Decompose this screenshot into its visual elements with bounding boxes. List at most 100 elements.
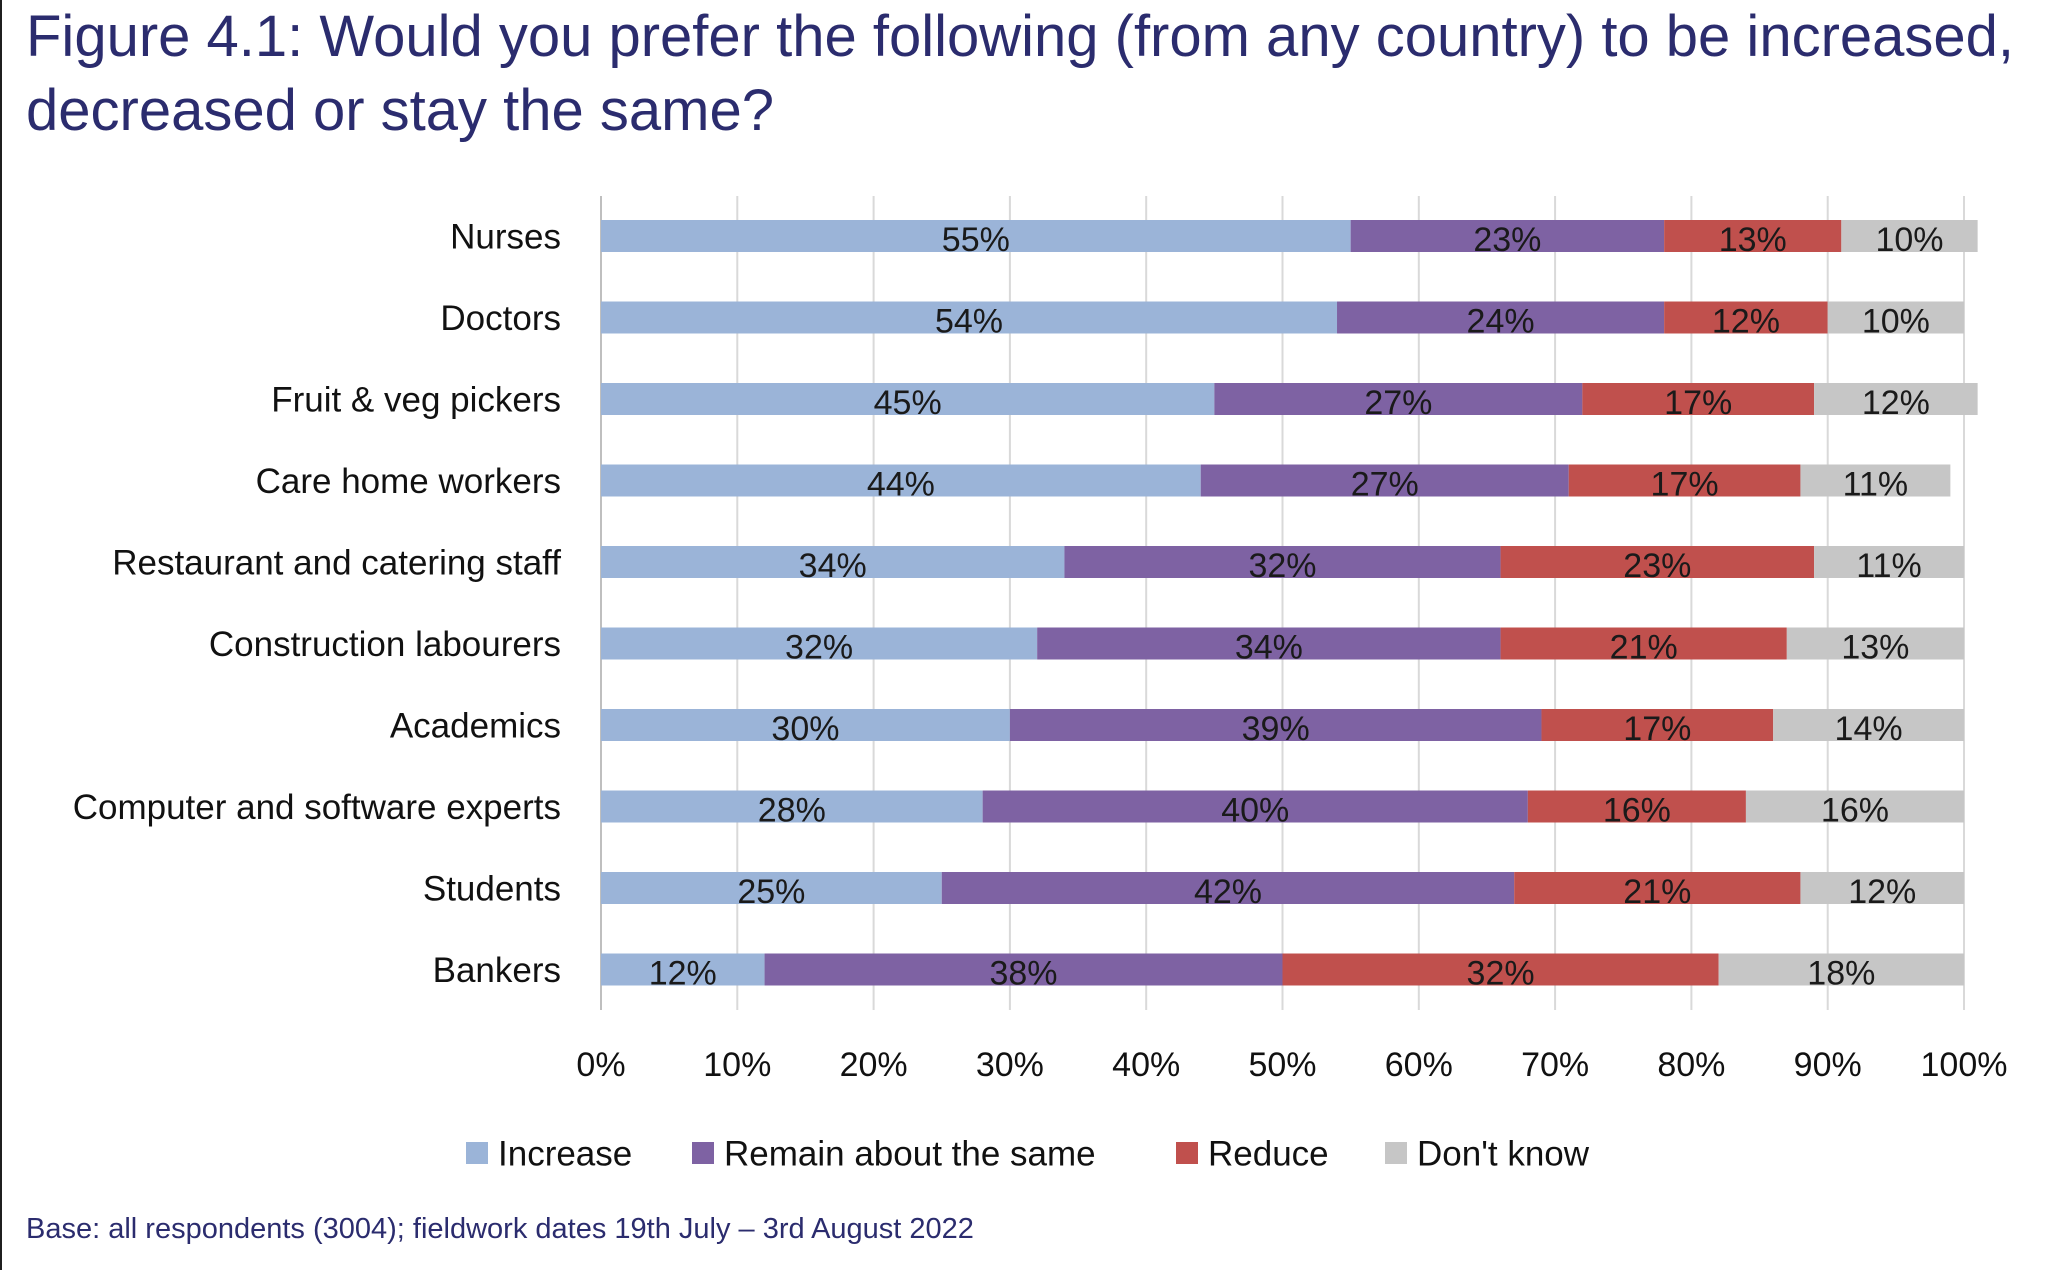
- bar-segment: [1500, 627, 1787, 660]
- left-border-rule: [0, 0, 2, 1270]
- bar-segment: [1541, 709, 1774, 741]
- bars: [601, 220, 1978, 986]
- category-label: Bankers: [433, 951, 561, 990]
- category-label: Doctors: [440, 299, 561, 338]
- bar-segment: [1773, 709, 1964, 741]
- bar-segment: [1514, 872, 1801, 904]
- bar-segment: [601, 872, 942, 904]
- bar-data-label: 12%: [1712, 303, 1780, 341]
- bar-segment: [1200, 464, 1569, 497]
- bar-data-label: 14%: [1835, 710, 1903, 748]
- category-label: Restaurant and catering staff: [112, 544, 561, 583]
- bar-data-label: 12%: [649, 955, 717, 993]
- bar-data-label: 42%: [1194, 873, 1262, 911]
- x-tick-label: 100%: [1921, 1046, 2008, 1084]
- bar-segment: [601, 627, 1038, 660]
- bar-segment: [601, 383, 1215, 415]
- bar-data-label: 16%: [1603, 792, 1671, 830]
- category-label: Computer and software experts: [73, 788, 561, 827]
- legend-label: Remain about the same: [724, 1135, 1096, 1174]
- bar-data-label: 24%: [1467, 303, 1535, 341]
- bar-segment: [1582, 383, 1815, 415]
- x-axis-ticks: 0% 10% 20% 30% 40% 50% 60% 70% 80% 90% 100%: [576, 1046, 2007, 1084]
- bar-segment: [601, 464, 1201, 497]
- bar-data-label: 39%: [1242, 710, 1310, 748]
- bar-segment: [1527, 790, 1746, 823]
- bar-data-label: 13%: [1719, 221, 1787, 259]
- bar-segment: [941, 872, 1515, 904]
- bar-data-label: 11%: [1856, 547, 1922, 585]
- bar-data-label: 32%: [1248, 547, 1316, 585]
- bar-data-label: 55%: [942, 221, 1010, 259]
- legend-swatch: [466, 1142, 488, 1164]
- x-tick-label: 80%: [1657, 1046, 1725, 1084]
- x-tick-label: 90%: [1794, 1046, 1862, 1084]
- legend-label: Don't know: [1417, 1135, 1590, 1174]
- bar-data-label: 38%: [989, 955, 1057, 993]
- legend-label: Reduce: [1208, 1135, 1329, 1174]
- footnote: Base: all respondents (3004); fieldwork …: [26, 1213, 974, 1245]
- bar-segment: [764, 953, 1283, 986]
- bar-data-label: 12%: [1848, 873, 1916, 911]
- bar-segment: [1282, 953, 1719, 986]
- bar-data-label: 23%: [1473, 221, 1541, 259]
- legend-swatch: [1176, 1142, 1198, 1164]
- legend: Increase Remain about the same Reduce Don't…: [466, 1135, 1590, 1174]
- bar-segment: [1037, 627, 1501, 660]
- bar-segment: [1718, 953, 1964, 986]
- x-tick-label: 40%: [1112, 1046, 1180, 1084]
- bar-segment: [1827, 301, 1964, 334]
- legend-swatch: [1385, 1142, 1407, 1164]
- bar-data-label: 45%: [874, 384, 942, 422]
- bar-segment: [1064, 546, 1501, 578]
- bar-data-label: 54%: [935, 303, 1003, 341]
- category-labels: Nurses Doctors Fruit & veg pickers Care hom…: [73, 218, 562, 991]
- bar-data-label: 17%: [1623, 710, 1691, 748]
- bar-segment: [982, 790, 1528, 823]
- bar-segment: [601, 953, 765, 986]
- category-label: Students: [423, 870, 561, 909]
- category-label: Construction labourers: [209, 625, 561, 664]
- bar-segment: [1500, 546, 1815, 578]
- bar-segment: [1786, 627, 1964, 660]
- bar-data-label: 32%: [1467, 955, 1535, 993]
- figure-title: Figure 4.1: Would you prefer the followi…: [26, 4, 2015, 143]
- bar-segment: [601, 709, 1010, 741]
- category-label: Academics: [390, 707, 561, 746]
- bar-data-label: 25%: [737, 873, 805, 911]
- bar-data-label: 10%: [1875, 221, 1943, 259]
- bar-segment: [1800, 872, 1964, 904]
- x-tick-label: 50%: [1248, 1046, 1316, 1084]
- bar-data-label: 34%: [799, 547, 867, 585]
- bar-data-label: 27%: [1351, 466, 1419, 504]
- bar-labels: 55% 23% 13% 10% 54% 24% 12% 10% 45% 27% 17% 12% 44% 2…: [649, 221, 1944, 993]
- bar-data-label: 16%: [1821, 792, 1889, 830]
- bar-segment: [1814, 383, 1978, 415]
- bar-data-label: 11%: [1843, 466, 1909, 504]
- bar-segment: [1214, 383, 1583, 415]
- x-tick-label: 0%: [576, 1046, 625, 1084]
- bar-data-label: 21%: [1623, 873, 1691, 911]
- bar-data-label: 34%: [1235, 629, 1303, 667]
- legend-label: Increase: [498, 1135, 632, 1174]
- x-tick-label: 20%: [840, 1046, 908, 1084]
- bar-segment: [1841, 220, 1978, 252]
- bar-data-label: 18%: [1807, 955, 1875, 993]
- bar-segment: [1664, 301, 1828, 334]
- bar-data-label: 10%: [1862, 303, 1930, 341]
- bar-segment: [1814, 546, 1964, 578]
- bar-data-label: 21%: [1610, 629, 1678, 667]
- bar-segment: [1745, 790, 1964, 823]
- bar-segment: [1350, 220, 1665, 252]
- bar-data-label: 23%: [1623, 547, 1691, 585]
- bar-segment: [1800, 464, 1951, 497]
- bar-data-label: 44%: [867, 466, 935, 504]
- bar-data-label: 17%: [1664, 384, 1732, 422]
- category-label: Nurses: [450, 218, 561, 257]
- bar-segment: [1337, 301, 1665, 334]
- bar-segment: [601, 790, 983, 823]
- bar-segment: [1568, 464, 1801, 497]
- bar-segment: [601, 546, 1065, 578]
- x-tick-label: 10%: [703, 1046, 771, 1084]
